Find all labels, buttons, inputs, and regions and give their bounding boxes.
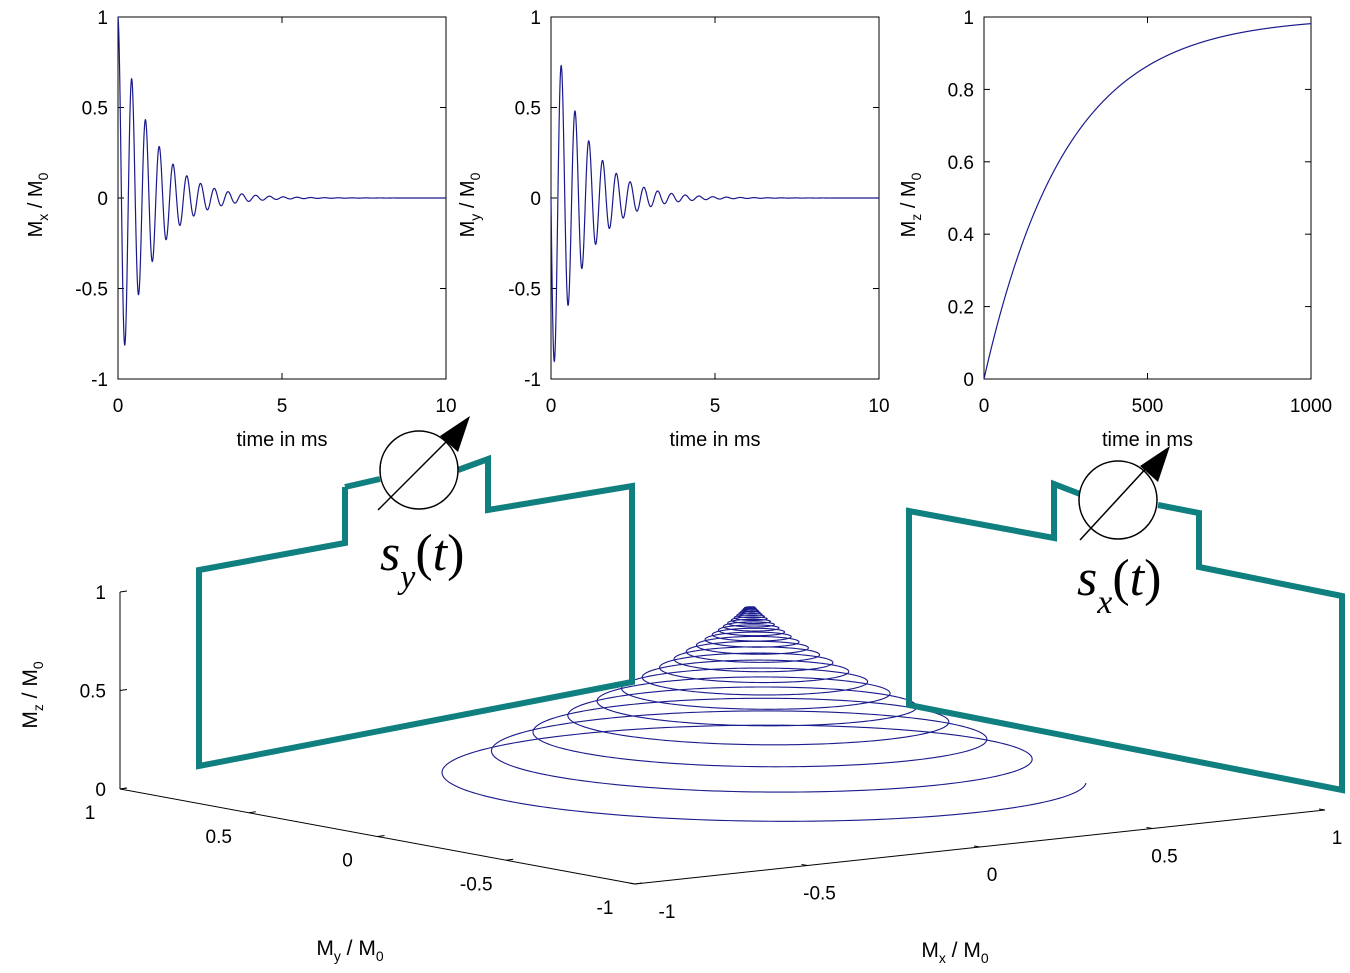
mx-ytick-label: -0.5 bbox=[75, 280, 108, 301]
mx-xtick-label: 0 bbox=[113, 396, 124, 417]
y-tick-mark bbox=[506, 858, 514, 861]
z-tick-mark bbox=[119, 689, 128, 691]
x-tick-label: 1 bbox=[1332, 828, 1343, 849]
mx-plot: 0 5 10 -1 -0.5 0 0.5 1 time in ms Mx / M0 bbox=[25, 8, 457, 451]
x-tick-mark bbox=[801, 864, 808, 866]
z-tick-label: 1 bbox=[95, 583, 106, 604]
coil-y-arrowhead-icon bbox=[440, 416, 470, 452]
mz-ytick-label: 0.2 bbox=[948, 298, 974, 319]
mx-xlabel: time in ms bbox=[236, 429, 327, 451]
mx-series-line bbox=[117, 16, 446, 346]
x-tick-label: 0.5 bbox=[1151, 847, 1177, 868]
coil-x-arrowhead-icon bbox=[1140, 446, 1170, 482]
mx-ytick-label: 0.5 bbox=[82, 99, 108, 120]
mz-xtick-label: 500 bbox=[1132, 396, 1164, 417]
x-tick-mark bbox=[1146, 827, 1153, 829]
z-tick-label: 0.5 bbox=[80, 682, 106, 703]
coil-y-loop bbox=[196, 454, 635, 770]
my-ytick-label: -0.5 bbox=[508, 280, 541, 301]
coil-x-meter-needle bbox=[1079, 463, 1151, 541]
x-tick-label: -0.5 bbox=[803, 884, 836, 905]
my-ylabel: My / M0 bbox=[457, 172, 483, 237]
mz-xlabel: time in ms bbox=[1102, 429, 1193, 451]
mx-ytick-label: 0 bbox=[97, 189, 108, 210]
y-tick-label: 1 bbox=[85, 803, 96, 824]
my-xlabel: time in ms bbox=[669, 429, 760, 451]
mz-series-line bbox=[983, 23, 1312, 380]
x-axis-label: Mx / M0 bbox=[921, 939, 989, 966]
mz-axes-box bbox=[983, 16, 1312, 380]
z-tick-mark bbox=[119, 590, 128, 593]
y-tick-label: 0 bbox=[342, 851, 353, 872]
my-ytick-label: 0 bbox=[530, 189, 541, 210]
x-tick-mark bbox=[1318, 808, 1326, 811]
coil-y-signal-label: sy(t) bbox=[380, 525, 464, 596]
x-tick-mark bbox=[973, 845, 981, 848]
y-tick-label: -0.5 bbox=[460, 874, 493, 895]
z-tick-label: 0 bbox=[95, 780, 106, 801]
coil-y-meter-needle bbox=[377, 435, 453, 511]
mx-ytick-label: -1 bbox=[91, 370, 108, 391]
my-ytick-label: 0.5 bbox=[515, 99, 541, 120]
mz-xtick-label: 0 bbox=[979, 396, 990, 417]
my-plot: 0 5 10 -1 -0.5 0 0.5 1 time in ms My / M0 bbox=[457, 8, 890, 451]
my-xtick-label: 5 bbox=[710, 396, 721, 417]
coil-y-loop-left-lead bbox=[344, 476, 381, 490]
mz-plot: 0 500 1000 0 0.2 0.4 0.6 0.8 1 time in ms Mz / M0 bbox=[898, 8, 1332, 451]
my-xtick-label: 0 bbox=[546, 396, 557, 417]
y-tick-mark bbox=[248, 811, 256, 814]
mz-ytick-label: 0.6 bbox=[948, 153, 974, 174]
my-series-line bbox=[550, 64, 879, 363]
y-tick-label: 0.5 bbox=[206, 827, 232, 848]
mx-ylabel: Mx / M0 bbox=[25, 172, 51, 237]
my-ytick-label: -1 bbox=[524, 370, 541, 391]
coil-x-signal-label: sx(t) bbox=[1077, 550, 1161, 621]
my-xtick-label: 10 bbox=[868, 396, 889, 417]
y-tick-mark bbox=[634, 882, 643, 885]
mz-ytick-label: 0.4 bbox=[948, 225, 975, 246]
mx-xtick-label: 10 bbox=[435, 396, 456, 417]
mz-xtick-label: 1000 bbox=[1290, 396, 1332, 417]
x-tick-label: -1 bbox=[659, 902, 676, 923]
y-axis-label: My / M0 bbox=[316, 937, 384, 964]
mz-ytick-label: 0 bbox=[963, 370, 974, 391]
mz-ytick-label: 1 bbox=[963, 8, 974, 29]
trajectory-series-line bbox=[441, 606, 1087, 822]
my-ytick-label: 1 bbox=[530, 8, 541, 29]
mx-ytick-label: 1 bbox=[97, 8, 108, 29]
mx-xtick-label: 5 bbox=[277, 396, 288, 417]
coil-x-loop bbox=[906, 479, 1345, 794]
x-tick-mark bbox=[628, 882, 636, 885]
x-tick-label: 0 bbox=[987, 865, 998, 886]
z-axis-label: Mz / M0 bbox=[19, 661, 46, 729]
z-tick-mark bbox=[119, 787, 128, 790]
receive-coil-x: sx(t) bbox=[906, 446, 1345, 794]
mz-ylabel: Mz / M0 bbox=[898, 172, 924, 237]
y-tick-label: -1 bbox=[597, 898, 614, 919]
mz-ytick-label: 0.8 bbox=[948, 80, 974, 101]
receive-coil-y: sy(t) bbox=[196, 416, 635, 770]
y-tick-mark bbox=[377, 835, 385, 837]
